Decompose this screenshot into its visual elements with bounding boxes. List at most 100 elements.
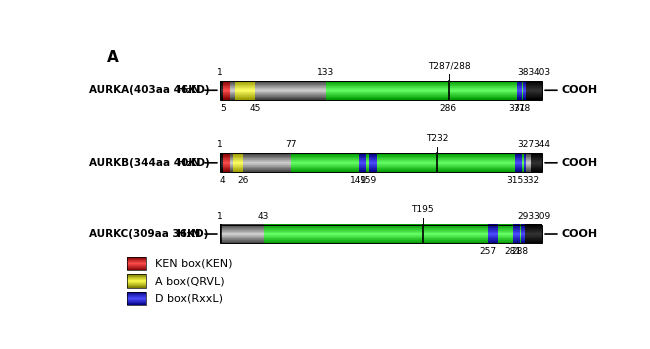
Bar — [220, 239, 542, 240]
Bar — [220, 89, 542, 90]
Bar — [220, 84, 223, 85]
Bar — [520, 235, 542, 236]
Bar — [488, 243, 498, 244]
Bar — [515, 171, 523, 172]
Bar — [522, 89, 542, 90]
Bar — [220, 235, 222, 236]
Bar — [220, 155, 542, 156]
Bar — [326, 96, 526, 97]
Bar — [513, 229, 520, 230]
Bar — [220, 83, 223, 84]
Bar — [233, 160, 243, 161]
Bar — [326, 86, 526, 87]
Bar — [235, 98, 255, 99]
Text: 5: 5 — [220, 104, 226, 113]
Bar — [523, 96, 526, 97]
Bar — [264, 234, 525, 235]
Bar — [235, 84, 255, 85]
Bar — [127, 257, 146, 258]
Text: 257: 257 — [479, 247, 497, 257]
Bar — [235, 92, 255, 93]
Bar — [220, 96, 223, 97]
Bar — [220, 94, 223, 95]
Bar — [220, 86, 542, 87]
Bar — [127, 304, 146, 305]
Bar — [235, 81, 255, 82]
Bar — [220, 92, 542, 94]
Bar — [291, 155, 526, 156]
Bar — [326, 91, 526, 92]
Bar — [522, 96, 542, 97]
Bar — [523, 97, 526, 98]
Bar — [233, 158, 243, 159]
Bar — [359, 158, 367, 159]
Bar — [326, 98, 526, 99]
Bar — [515, 159, 523, 160]
Bar — [220, 164, 542, 165]
Bar — [220, 240, 222, 241]
Bar — [369, 156, 377, 157]
Bar — [291, 167, 526, 168]
Bar — [220, 89, 542, 90]
Bar — [220, 90, 542, 91]
Text: 4: 4 — [220, 176, 226, 185]
Bar — [220, 157, 222, 158]
Bar — [291, 157, 526, 158]
Bar — [513, 226, 520, 227]
Bar — [222, 171, 230, 172]
Text: 309: 309 — [534, 211, 551, 221]
Bar — [291, 162, 526, 163]
Bar — [264, 227, 525, 228]
Bar — [264, 230, 525, 231]
Bar — [127, 283, 146, 284]
Bar — [488, 239, 498, 240]
Bar — [220, 159, 542, 160]
Bar — [222, 168, 230, 169]
Bar — [488, 235, 498, 236]
Bar — [127, 274, 146, 275]
Bar — [220, 236, 222, 237]
Bar — [235, 86, 255, 87]
Bar — [127, 279, 146, 280]
Text: 332: 332 — [523, 176, 540, 185]
Bar — [523, 81, 526, 82]
Bar — [222, 169, 230, 170]
Bar — [127, 276, 146, 277]
Bar — [220, 169, 542, 170]
Bar — [235, 91, 255, 92]
Text: 149: 149 — [350, 176, 367, 185]
Bar — [531, 167, 542, 168]
Bar — [220, 225, 222, 226]
Text: H₂N: H₂N — [177, 158, 201, 168]
Bar — [515, 168, 523, 169]
Bar — [220, 232, 542, 233]
Bar — [521, 232, 525, 233]
Bar — [517, 95, 522, 96]
Bar — [359, 154, 367, 155]
Bar — [127, 295, 146, 296]
Bar — [222, 160, 230, 161]
Text: T195: T195 — [411, 205, 434, 214]
Bar — [127, 278, 146, 279]
Bar — [513, 238, 520, 239]
Bar — [220, 95, 223, 96]
Bar — [523, 98, 526, 99]
Bar — [513, 233, 520, 234]
Bar — [521, 231, 525, 232]
Bar — [531, 168, 542, 169]
Bar — [523, 90, 526, 91]
Bar — [127, 261, 146, 262]
Bar — [222, 163, 230, 164]
Bar — [223, 88, 230, 89]
Bar — [223, 95, 230, 96]
Text: COOH: COOH — [562, 158, 597, 168]
Bar — [233, 167, 243, 168]
Bar — [220, 162, 542, 163]
Bar — [127, 296, 146, 297]
Bar — [127, 258, 146, 259]
Bar — [127, 275, 146, 276]
Bar — [264, 231, 525, 232]
Bar — [220, 234, 222, 235]
Bar — [517, 81, 522, 82]
Bar — [220, 227, 222, 228]
